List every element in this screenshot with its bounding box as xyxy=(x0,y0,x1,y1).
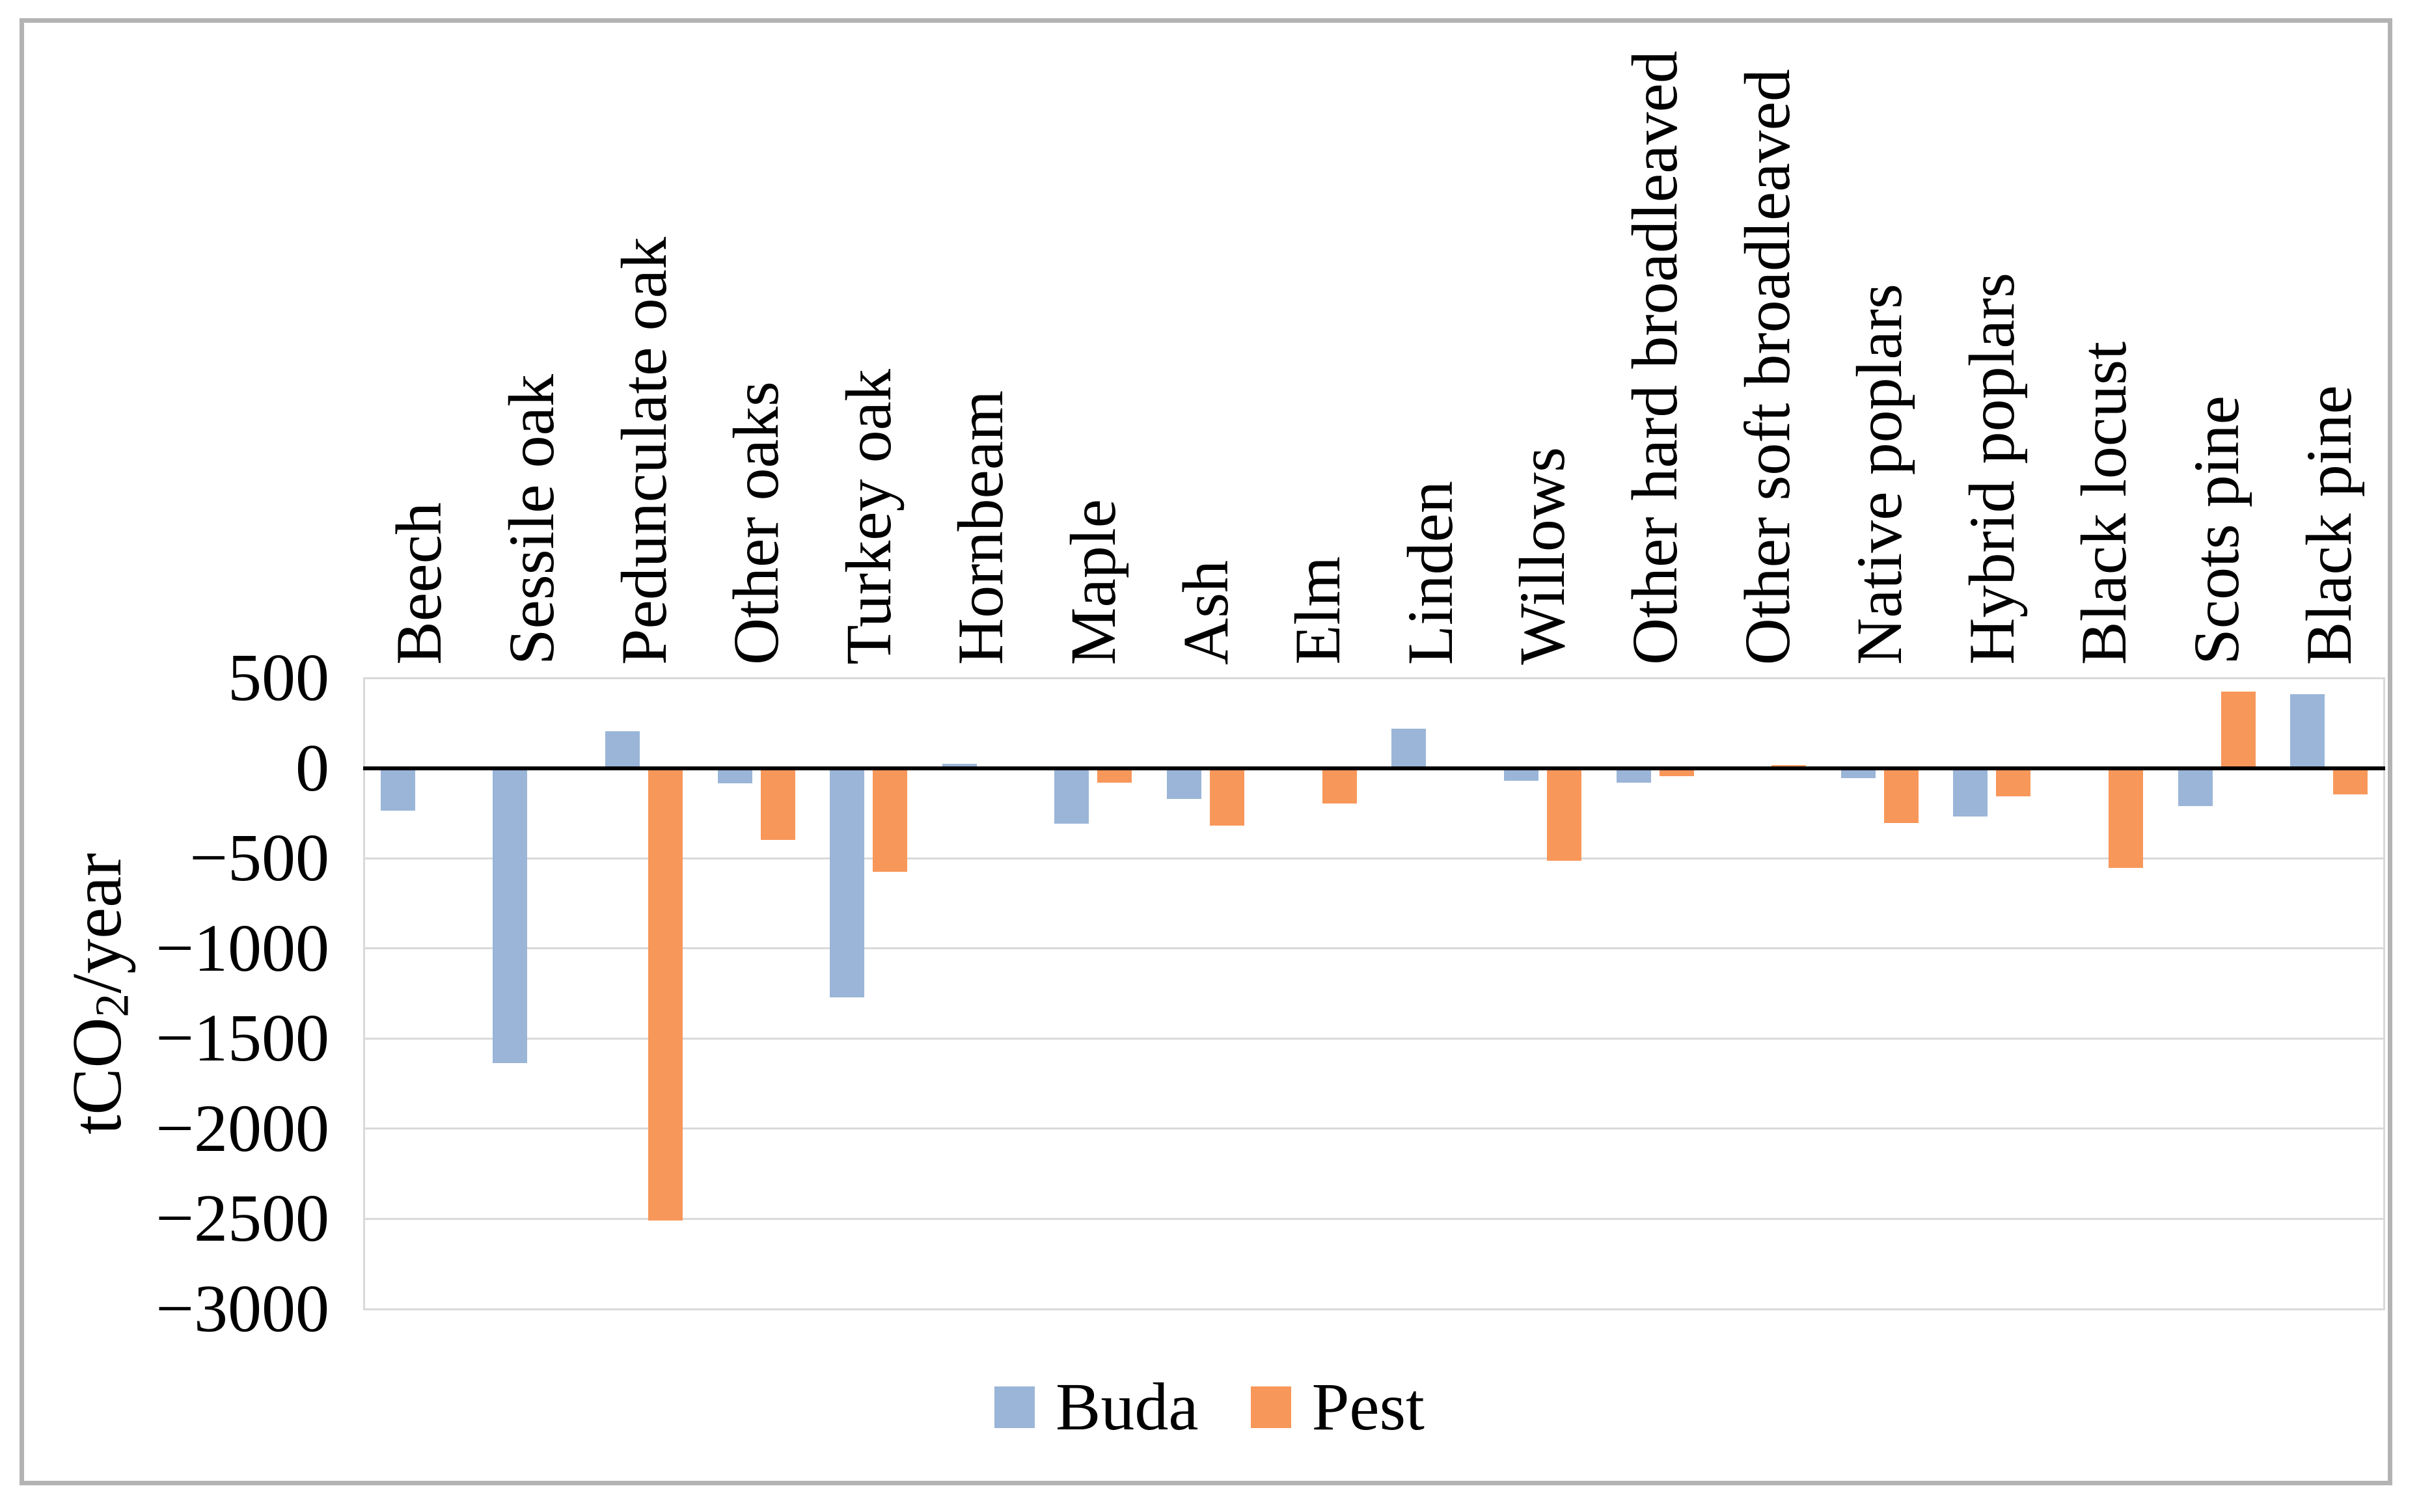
category-label-linden: Linden xyxy=(1393,480,1466,665)
category-cell-sessile-oak: Sessile oak xyxy=(476,26,588,671)
bar-buda-black-pine xyxy=(2290,694,2325,768)
plot-area-border xyxy=(363,678,2385,1309)
category-cell-linden: Linden xyxy=(1374,26,1486,671)
y-tick-label--2500: −2500 xyxy=(156,1181,329,1256)
y-tick-label--500: −500 xyxy=(189,820,329,896)
bar-buda-willows xyxy=(1503,768,1538,781)
category-label-black-locust: Black locust xyxy=(2068,341,2140,665)
legend-item-pest: Pest xyxy=(1250,1370,1425,1444)
category-label-beech: Beech xyxy=(383,502,456,665)
bar-pest-hybrid-poplars xyxy=(1996,768,2031,796)
category-cell-hybrid-poplars: Hybrid poplars xyxy=(1936,26,2049,671)
gridline--500 xyxy=(363,857,2385,859)
plot-area xyxy=(363,677,2385,1310)
category-cell-hornbeam: Hornbeam xyxy=(925,26,1037,671)
zero-axis-line xyxy=(363,766,2385,770)
y-tick-label--2000: −2000 xyxy=(156,1090,329,1166)
bar-buda-other-hard-broadleaved xyxy=(1616,768,1651,783)
category-cell-native-poplars: Native poplars xyxy=(1824,26,1936,671)
bar-pest-turkey-oak xyxy=(873,768,908,872)
category-label-scots-pine: Scots pine xyxy=(2180,396,2253,665)
category-label-pedunculate-oak: Pedunculate oak xyxy=(607,236,680,665)
legend: Buda Pest xyxy=(0,1365,2419,1450)
y-tick-label--3000: −3000 xyxy=(156,1271,329,1346)
category-cell-turkey-oak: Turkey oak xyxy=(812,26,925,671)
gridline--3000 xyxy=(363,1308,2385,1310)
bar-pest-elm xyxy=(1322,768,1357,803)
bar-pest-ash xyxy=(1210,768,1245,826)
y-tick-label-500: 500 xyxy=(228,640,329,715)
category-cell-ash: Ash xyxy=(1149,26,1262,671)
category-label-turkey-oak: Turkey oak xyxy=(832,369,905,665)
category-cell-pedunculate-oak: Pedunculate oak xyxy=(588,26,700,671)
legend-swatch-buda-icon xyxy=(994,1386,1035,1428)
legend-swatch-pest-icon xyxy=(1250,1386,1291,1428)
bar-buda-maple xyxy=(1054,768,1089,824)
y-tick-label--1000: −1000 xyxy=(156,910,329,986)
legend-item-buda: Buda xyxy=(994,1373,1199,1441)
category-label-other-oaks: Other oaks xyxy=(720,381,793,665)
bar-buda-scots-pine xyxy=(2178,768,2213,806)
bar-buda-turkey-oak xyxy=(830,768,865,997)
bar-buda-ash xyxy=(1167,768,1202,799)
category-label-black-pine: Black pine xyxy=(2292,385,2365,665)
legend-label-pest: Pest xyxy=(1311,1370,1425,1444)
gridline--2500 xyxy=(363,1217,2385,1220)
category-cell-elm: Elm xyxy=(1262,26,1374,671)
bar-buda-sessile-oak xyxy=(493,768,528,1063)
category-label-native-poplars: Native poplars xyxy=(1843,284,1916,665)
category-cell-beech: Beech xyxy=(363,26,476,671)
category-cell-black-pine: Black pine xyxy=(2273,26,2385,671)
bar-buda-other-oaks xyxy=(717,768,752,784)
bar-pest-willows xyxy=(1546,768,1581,861)
category-label-hybrid-poplars: Hybrid poplars xyxy=(1955,273,2028,665)
category-label-maple: Maple xyxy=(1056,498,1129,665)
y-tick-label--1500: −1500 xyxy=(156,1001,329,1076)
bar-buda-linden xyxy=(1391,728,1427,768)
bar-buda-hornbeam xyxy=(942,763,977,768)
gridline--1500 xyxy=(363,1037,2385,1040)
bar-buda-hybrid-poplars xyxy=(1953,768,1988,817)
bar-pest-other-hard-broadleaved xyxy=(1659,768,1694,777)
category-cell-other-hard-broadleaved: Other hard broadleaved xyxy=(1599,26,1712,671)
gridline-500 xyxy=(363,677,2385,679)
category-cell-maple: Maple xyxy=(1037,26,1150,671)
y-tick-label-0: 0 xyxy=(295,730,329,805)
bar-buda-native-poplars xyxy=(1840,768,1876,778)
bar-buda-beech xyxy=(380,768,415,811)
category-cell-black-locust: Black locust xyxy=(2048,26,2161,671)
bar-buda-pedunculate-oak xyxy=(605,731,640,768)
bar-pest-black-pine xyxy=(2333,768,2368,794)
category-cell-willows: Willows xyxy=(1486,26,1599,671)
bar-pest-maple xyxy=(1097,768,1132,783)
category-label-ash: Ash xyxy=(1169,560,1242,665)
y-axis-tick-labels: 500 0 −500 −1000 −1500 −2000 −2500 −3000 xyxy=(0,644,329,1343)
gridline--2000 xyxy=(363,1127,2385,1130)
bar-pest-other-oaks xyxy=(760,768,795,841)
bar-pest-native-poplars xyxy=(1883,768,1919,824)
category-axis-labels: Beech Sessile oak Pedunculate oak Other oak… xyxy=(363,26,2385,671)
bar-pest-black-locust xyxy=(2108,768,2143,869)
category-label-hornbeam: Hornbeam xyxy=(944,390,1017,665)
category-cell-other-oaks: Other oaks xyxy=(700,26,813,671)
category-label-sessile-oak: Sessile oak xyxy=(495,373,567,665)
category-label-willows: Willows xyxy=(1506,447,1579,665)
category-label-other-hard-broadleaved: Other hard broadleaved xyxy=(1619,51,1691,665)
category-label-elm: Elm xyxy=(1281,556,1354,665)
category-cell-scots-pine: Scots pine xyxy=(2161,26,2273,671)
bar-pest-scots-pine xyxy=(2221,691,2256,768)
bar-pest-pedunculate-oak xyxy=(648,768,683,1221)
legend-label-buda: Buda xyxy=(1056,1370,1199,1444)
category-cell-other-soft-broadleaved: Other soft broadleaved xyxy=(1711,26,1824,671)
category-label-other-soft-broadleaved: Other soft broadleaved xyxy=(1730,68,1803,665)
gridline--1000 xyxy=(363,947,2385,950)
